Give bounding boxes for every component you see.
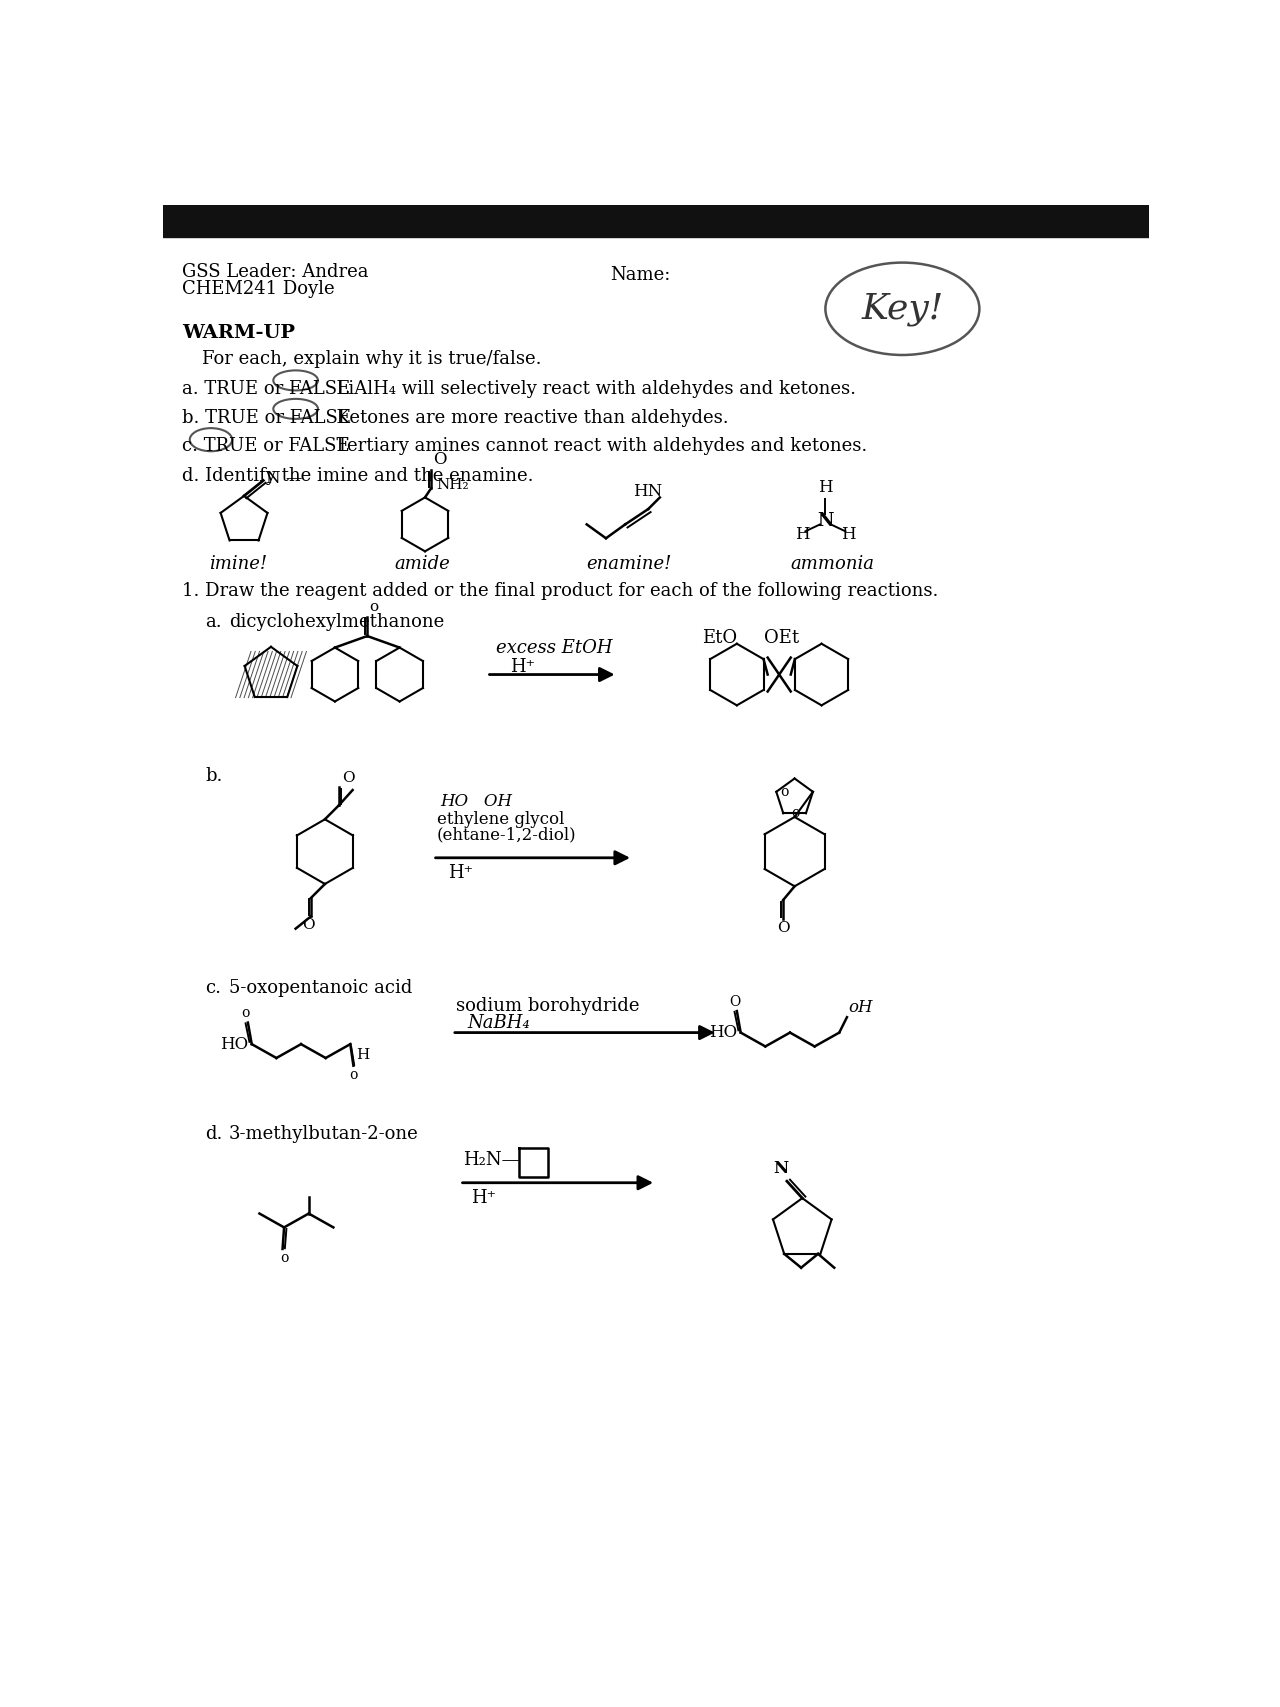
Text: d.: d. — [206, 1125, 223, 1144]
Text: Name:: Name: — [609, 266, 671, 285]
Text: H: H — [356, 1048, 370, 1062]
Text: N: N — [773, 1159, 788, 1176]
Text: N: N — [817, 512, 833, 529]
Text: NH₂: NH₂ — [435, 478, 468, 492]
Text: o: o — [280, 1251, 288, 1265]
Text: excess EtOH: excess EtOH — [495, 638, 612, 657]
Text: NaBH₄: NaBH₄ — [467, 1014, 530, 1033]
Text: O: O — [433, 451, 447, 468]
Text: H⁺: H⁺ — [509, 657, 535, 676]
Text: Ketones are more reactive than aldehydes.: Ketones are more reactive than aldehydes… — [325, 410, 728, 427]
Text: ammonia: ammonia — [791, 555, 874, 574]
Text: ethylene glycol: ethylene glycol — [436, 811, 564, 828]
Text: dicyclohexylmethanone: dicyclohexylmethanone — [229, 613, 444, 632]
Text: enamine!: enamine! — [586, 555, 672, 574]
Text: imine!: imine! — [210, 555, 268, 574]
Text: o: o — [349, 1069, 357, 1082]
Text: O: O — [728, 995, 740, 1009]
Text: oH: oH — [849, 999, 873, 1016]
Text: GSS Leader: Andrea: GSS Leader: Andrea — [183, 263, 369, 280]
Text: c.: c. — [206, 978, 221, 997]
Text: WARM-UP: WARM-UP — [183, 324, 296, 341]
Text: a.: a. — [206, 613, 223, 632]
Text: O: O — [777, 922, 790, 935]
Text: amide: amide — [394, 555, 451, 574]
Text: o: o — [242, 1005, 250, 1021]
Text: Tertiary amines cannot react with aldehydes and ketones.: Tertiary amines cannot react with aldehy… — [325, 437, 867, 456]
Text: EtO: EtO — [703, 628, 737, 647]
Text: (ehtane-1,2-diol): (ehtane-1,2-diol) — [436, 826, 576, 843]
Text: HO: HO — [709, 1024, 737, 1041]
Text: 3-methylbutan-2-one: 3-methylbutan-2-one — [229, 1125, 419, 1144]
Text: For each, explain why it is true/false.: For each, explain why it is true/false. — [202, 350, 541, 367]
Text: sodium borohydride: sodium borohydride — [456, 997, 639, 1014]
Text: OEt: OEt — [764, 628, 799, 647]
Text: 1. Draw the reagent added or the final product for each of the following reactio: 1. Draw the reagent added or the final p… — [183, 582, 938, 601]
Text: HO   OH: HO OH — [440, 794, 512, 811]
Text: 5-oxopentanoic acid: 5-oxopentanoic acid — [229, 978, 412, 997]
Text: H⁺: H⁺ — [471, 1190, 497, 1207]
Bar — [164, 205, 1149, 237]
Text: H₂N—: H₂N— — [463, 1151, 520, 1169]
Text: o: o — [369, 601, 378, 615]
Text: H: H — [841, 526, 856, 543]
Text: o: o — [791, 806, 800, 821]
Text: H: H — [818, 480, 833, 497]
Text: b. TRUE or FALSE: b. TRUE or FALSE — [183, 410, 352, 427]
Text: d. Identify the imine and the enamine.: d. Identify the imine and the enamine. — [183, 466, 534, 485]
Text: N —: N — — [266, 471, 302, 488]
Text: o: o — [780, 785, 788, 799]
Text: O: O — [302, 918, 315, 932]
Text: Key!: Key! — [861, 292, 943, 326]
Text: LiAlH₄ will selectively react with aldehydes and ketones.: LiAlH₄ will selectively react with aldeh… — [325, 381, 856, 398]
Text: HO: HO — [220, 1036, 248, 1053]
Text: HN: HN — [632, 483, 662, 500]
Text: a. TRUE or FALSE: a. TRUE or FALSE — [183, 381, 351, 398]
Text: b.: b. — [206, 766, 223, 785]
Text: H⁺: H⁺ — [448, 864, 474, 883]
Text: H: H — [795, 526, 810, 543]
Text: O: O — [342, 772, 355, 785]
Text: c. TRUE or FALSE: c. TRUE or FALSE — [183, 437, 349, 456]
Text: CHEM241 Doyle: CHEM241 Doyle — [183, 280, 335, 297]
